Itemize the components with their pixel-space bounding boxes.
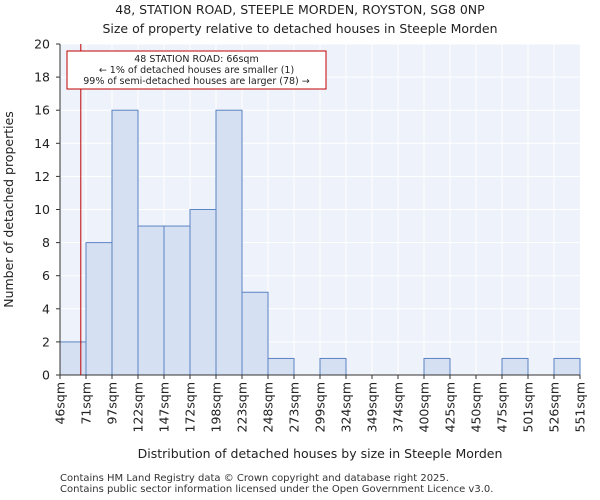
y-tick-label: 16 xyxy=(34,103,50,118)
bar xyxy=(553,357,581,376)
bar xyxy=(137,225,165,376)
x-tick-label: 147sqm xyxy=(157,382,172,432)
bar xyxy=(59,341,87,376)
y-tick-label: 2 xyxy=(42,334,50,349)
x-tick-label: 526sqm xyxy=(547,382,562,432)
bar xyxy=(501,357,529,376)
annotation-line: ← 1% of detached houses are smaller (1) xyxy=(99,65,294,76)
bar xyxy=(215,109,243,376)
y-tick-label: 4 xyxy=(42,301,50,316)
x-tick-label: 324sqm xyxy=(339,382,354,432)
x-tick-label: 501sqm xyxy=(521,382,536,432)
x-tick-label: 46sqm xyxy=(53,382,68,425)
x-tick-label: 223sqm xyxy=(235,382,250,432)
chart-title: 48, STATION ROAD, STEEPLE MORDEN, ROYSTO… xyxy=(115,2,485,17)
bar xyxy=(423,357,451,376)
x-tick-label: 349sqm xyxy=(365,382,380,432)
y-tick-label: 0 xyxy=(42,368,50,383)
x-tick-label: 425sqm xyxy=(443,382,458,432)
y-tick-label: 12 xyxy=(34,169,50,184)
bar xyxy=(241,291,269,376)
x-tick-label: 198sqm xyxy=(209,382,224,432)
x-tick-label: 172sqm xyxy=(183,382,198,432)
annotation-line: 99% of semi-detached houses are larger (… xyxy=(83,76,310,87)
y-tick-label: 14 xyxy=(34,136,50,151)
footer-line-2: Contains public sector information licen… xyxy=(60,484,494,495)
bar xyxy=(267,357,295,376)
y-tick-label: 8 xyxy=(42,235,50,250)
x-tick-label: 551sqm xyxy=(573,382,588,432)
x-tick-label: 122sqm xyxy=(131,382,146,432)
x-tick-label: 248sqm xyxy=(261,382,276,432)
x-tick-label: 374sqm xyxy=(391,382,406,432)
y-tick-label: 20 xyxy=(34,37,50,52)
y-axis-title: Number of detached properties xyxy=(1,111,16,308)
x-axis-title: Distribution of detached houses by size … xyxy=(138,446,503,461)
annotation-box xyxy=(66,50,327,90)
bar xyxy=(189,209,217,376)
footer-line-1: Contains HM Land Registry data © Crown c… xyxy=(60,473,449,484)
x-tick-label: 97sqm xyxy=(105,382,120,425)
x-tick-label: 400sqm xyxy=(417,382,432,432)
y-tick-label: 18 xyxy=(34,70,50,85)
y-tick-label: 10 xyxy=(34,202,50,217)
bar xyxy=(163,225,191,376)
x-tick-label: 299sqm xyxy=(313,382,328,432)
x-tick-label: 71sqm xyxy=(79,382,94,425)
y-tick-label: 6 xyxy=(42,268,50,283)
x-tick-label: 450sqm xyxy=(469,382,484,432)
bar xyxy=(111,109,139,376)
bar xyxy=(85,242,113,376)
bar xyxy=(319,357,347,376)
chart-subtitle: Size of property relative to detached ho… xyxy=(102,21,498,36)
annotation-line: 48 STATION ROAD: 66sqm xyxy=(134,54,258,65)
x-tick-label: 273sqm xyxy=(287,382,302,432)
x-tick-label: 475sqm xyxy=(495,382,510,432)
